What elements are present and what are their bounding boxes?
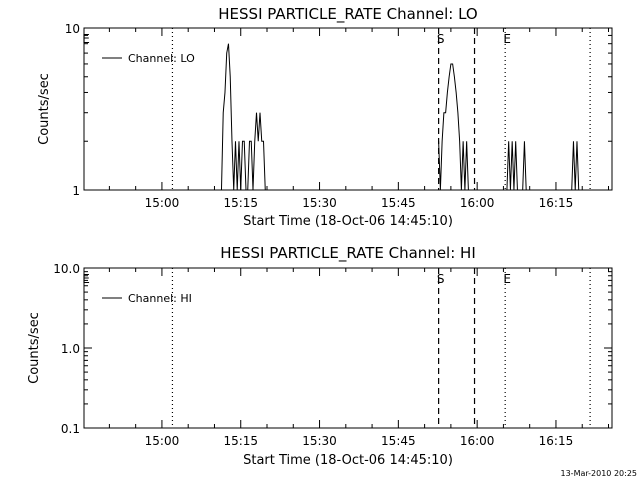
- panel2-event-marker-label: S: [437, 272, 445, 286]
- panel1-plot-frame: [83, 27, 613, 191]
- panel2-title: HESSI PARTICLE_RATE Channel: HI: [220, 244, 476, 263]
- panel1-event-marker-label: S: [437, 32, 445, 46]
- panel2-x-tick-label: 15:45: [381, 434, 416, 448]
- panel1-title: HESSI PARTICLE_RATE Channel: LO: [218, 5, 477, 24]
- panel2-y-tick-label: 10.0: [53, 262, 80, 276]
- panel2-event-marker-label: E: [503, 272, 511, 286]
- panel1-x-tick-label: 16:00: [460, 196, 495, 210]
- panel1-y-axis-label: Counts/sec: [37, 73, 52, 145]
- panel1-y-tick-label: 1: [72, 184, 80, 198]
- panel2-x-tick-label: 15:15: [223, 434, 258, 448]
- panel1-legend-label: Channel: LO: [128, 52, 195, 65]
- panel2-y-tick-label: 0.1: [61, 422, 80, 436]
- panel2-x-axis-label: Start Time (18-Oct-06 14:45:10): [243, 453, 453, 468]
- panel1-x-tick-label: 15:30: [302, 196, 337, 210]
- panel2-y-axis-label: Counts/sec: [27, 312, 42, 384]
- panel1-x-tick-label: 15:15: [223, 196, 258, 210]
- panel2-event-marker-label: E: [82, 272, 90, 286]
- panel2-legend-label: Channel: HI: [128, 292, 192, 305]
- panel2-x-tick-label: 15:00: [145, 434, 180, 448]
- panel2-y-tick-label: 1.0: [61, 342, 80, 356]
- panel1-x-tick-label: 16:15: [539, 196, 574, 210]
- panel1-x-tick-label: 15:00: [145, 196, 180, 210]
- panel1-event-marker-label: E: [503, 32, 511, 46]
- panel1-series-line: [219, 43, 581, 191]
- panel1-x-axis-label: Start Time (18-Oct-06 14:45:10): [243, 214, 453, 229]
- panel1-event-marker-label: E: [82, 32, 90, 46]
- panel1-x-tick-label: 15:45: [381, 196, 416, 210]
- panel2-x-tick-label: 16:00: [460, 434, 495, 448]
- panel2-x-tick-label: 16:15: [539, 434, 574, 448]
- panel1-y-tick-label: 10: [65, 22, 80, 36]
- panel2-x-tick-label: 15:30: [302, 434, 337, 448]
- footer-timestamp: 13-Mar-2010 20:25: [561, 469, 638, 478]
